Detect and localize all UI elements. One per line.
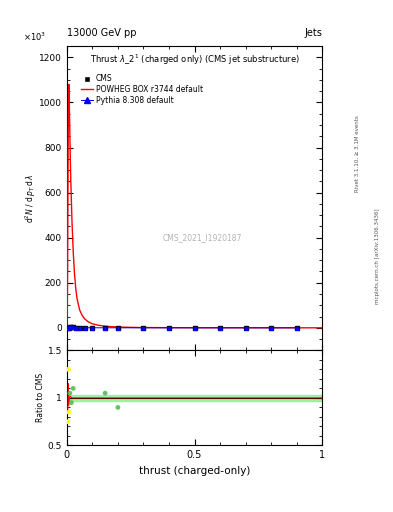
POWHEG BOX r3744 default <box>83 316 87 322</box>
POWHEG BOX r3744 default <box>87 319 92 326</box>
Text: CMS_2021_I1920187: CMS_2021_I1920187 <box>163 233 242 242</box>
Pythia 8.308 default <box>66 325 70 331</box>
CMS <box>103 325 108 331</box>
POWHEG BOX r3744 default <box>66 156 70 162</box>
CMS <box>68 325 72 331</box>
CMS <box>73 325 78 331</box>
CMS <box>83 325 87 331</box>
POWHEG BOX r3744 default <box>167 325 171 331</box>
Pythia 8.308 default <box>294 325 299 331</box>
Point <box>68 398 75 407</box>
Point <box>102 389 108 397</box>
POWHEG BOX r3744 default <box>320 325 325 331</box>
Pythia 8.308 default <box>77 325 82 331</box>
Point <box>67 389 73 397</box>
Text: Jets: Jets <box>305 28 322 38</box>
Pythia 8.308 default <box>83 325 87 331</box>
CMS <box>71 324 75 330</box>
CMS <box>77 325 82 331</box>
Pythia 8.308 default <box>116 325 120 331</box>
POWHEG BOX r3744 default <box>103 323 108 329</box>
CMS <box>66 325 71 331</box>
Point <box>65 418 71 426</box>
Point <box>65 365 72 373</box>
POWHEG BOX r3744 default <box>77 307 82 313</box>
Point <box>70 385 76 393</box>
Pythia 8.308 default <box>243 325 248 331</box>
CMS <box>243 325 248 331</box>
POWHEG BOX r3744 default <box>141 325 146 331</box>
POWHEG BOX r3744 default <box>116 324 120 330</box>
Text: Rivet 3.1.10, ≥ 3.1M events: Rivet 3.1.10, ≥ 3.1M events <box>355 115 360 192</box>
Text: Thrust $\lambda\_2^1$ (charged only) (CMS jet substructure): Thrust $\lambda\_2^1$ (charged only) (CM… <box>90 52 299 67</box>
CMS <box>167 325 171 331</box>
CMS <box>116 325 120 331</box>
POWHEG BOX r3744 default <box>129 324 133 330</box>
POWHEG BOX r3744 default <box>66 88 71 94</box>
Pythia 8.308 default <box>218 325 222 331</box>
POWHEG BOX r3744 default <box>218 325 222 331</box>
CMS <box>192 325 197 331</box>
Pythia 8.308 default <box>69 324 74 330</box>
Pythia 8.308 default <box>68 325 72 331</box>
POWHEG BOX r3744 default <box>64 323 69 329</box>
Pythia 8.308 default <box>90 325 95 331</box>
POWHEG BOX r3744 default <box>66 111 71 117</box>
CMS <box>269 325 274 331</box>
Pythia 8.308 default <box>103 325 108 331</box>
Pythia 8.308 default <box>167 325 171 331</box>
POWHEG BOX r3744 default <box>72 271 77 277</box>
POWHEG BOX r3744 default <box>90 321 95 327</box>
CMS <box>141 325 146 331</box>
Pythia 8.308 default <box>73 325 78 331</box>
POWHEG BOX r3744 default <box>68 133 72 139</box>
POWHEG BOX r3744 default <box>80 312 84 318</box>
POWHEG BOX r3744 default <box>294 325 299 331</box>
Pythia 8.308 default <box>141 325 146 331</box>
POWHEG BOX r3744 default <box>66 212 70 218</box>
Point <box>66 408 72 416</box>
Text: mcplots.cern.ch [arXiv:1306.3436]: mcplots.cern.ch [arXiv:1306.3436] <box>375 208 380 304</box>
POWHEG BOX r3744 default <box>65 268 70 274</box>
POWHEG BOX r3744 default <box>68 172 73 178</box>
POWHEG BOX r3744 default <box>192 325 197 331</box>
POWHEG BOX r3744 default <box>71 248 75 254</box>
X-axis label: thrust (charged-only): thrust (charged-only) <box>139 466 250 476</box>
Line: Pythia 8.308 default: Pythia 8.308 default <box>66 326 298 330</box>
CMS <box>69 324 74 330</box>
POWHEG BOX r3744 default <box>75 295 79 302</box>
POWHEG BOX r3744 default <box>85 318 90 324</box>
POWHEG BOX r3744 default <box>95 322 100 328</box>
Y-axis label: Ratio to CMS: Ratio to CMS <box>36 373 45 422</box>
Line: POWHEG BOX r3744 default: POWHEG BOX r3744 default <box>67 84 322 328</box>
Text: $\times10^3$: $\times10^3$ <box>24 31 46 43</box>
POWHEG BOX r3744 default <box>70 217 74 223</box>
CMS <box>218 325 222 331</box>
Pythia 8.308 default <box>192 325 197 331</box>
POWHEG BOX r3744 default <box>67 104 72 110</box>
Legend: CMS, POWHEG BOX r3744 default, Pythia 8.308 default: CMS, POWHEG BOX r3744 default, Pythia 8.… <box>78 71 206 108</box>
Point <box>115 403 121 412</box>
Pythia 8.308 default <box>66 325 71 331</box>
POWHEG BOX r3744 default <box>65 318 70 324</box>
CMS <box>66 325 70 331</box>
CMS <box>90 325 95 331</box>
POWHEG BOX r3744 default <box>243 325 248 331</box>
POWHEG BOX r3744 default <box>66 81 71 88</box>
Text: 13000 GeV pp: 13000 GeV pp <box>67 28 136 38</box>
POWHEG BOX r3744 default <box>73 285 78 291</box>
Pythia 8.308 default <box>269 325 274 331</box>
Line: CMS: CMS <box>66 326 298 330</box>
POWHEG BOX r3744 default <box>269 325 274 331</box>
Y-axis label: $\mathrm{d}^2 N$ / $\mathrm{d}\,p_T\,\mathrm{d}\,\lambda$: $\mathrm{d}^2 N$ / $\mathrm{d}\,p_T\,\ma… <box>23 174 38 223</box>
POWHEG BOX r3744 default <box>65 302 70 308</box>
POWHEG BOX r3744 default <box>67 88 72 94</box>
Pythia 8.308 default <box>71 324 75 330</box>
CMS <box>294 325 299 331</box>
